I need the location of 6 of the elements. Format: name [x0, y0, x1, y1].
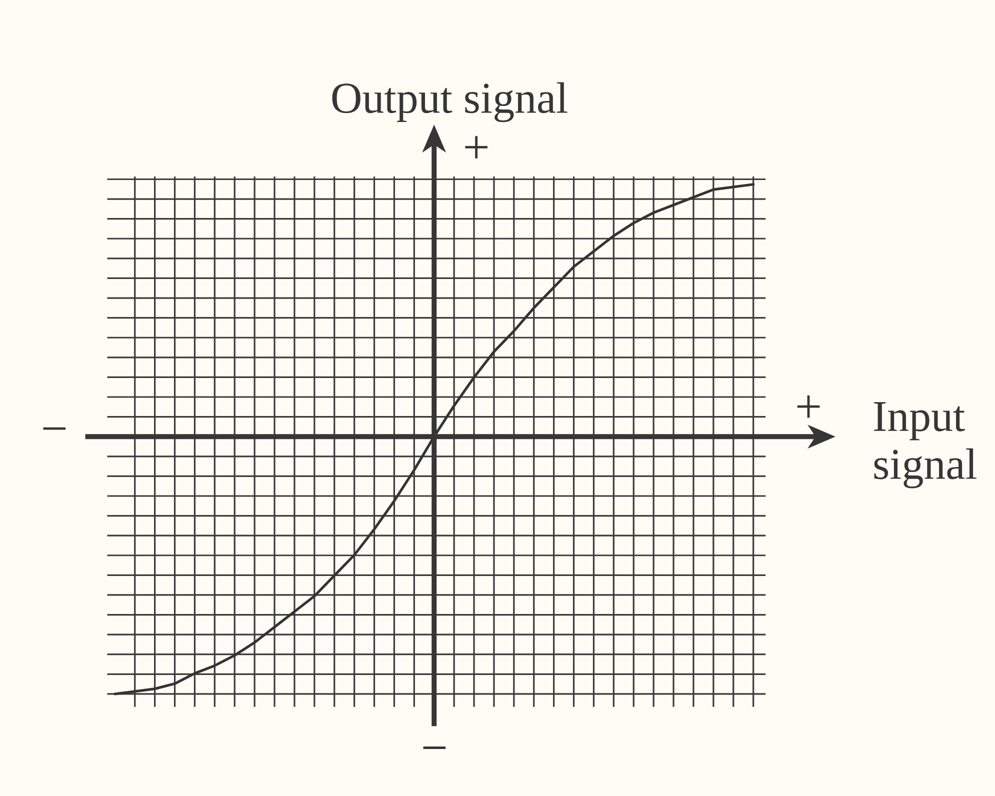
- text: +: [797, 395, 820, 418]
- text: +: [465, 136, 488, 158]
- text: −: [423, 746, 446, 749]
- text: −: [43, 427, 66, 430]
- y-axis-title: Output signal: [332, 82, 568, 122]
- x-axis-title: Input signal: [874, 402, 976, 488]
